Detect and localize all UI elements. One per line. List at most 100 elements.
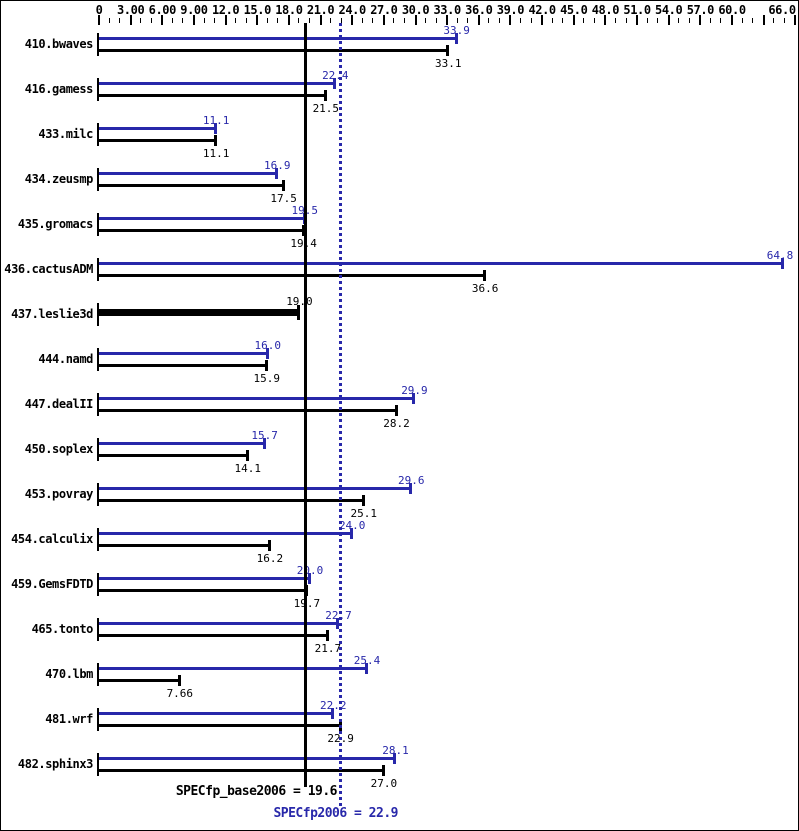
benchmark-label: 459.GemsFDTD xyxy=(11,577,93,591)
axis-tick-major xyxy=(604,15,607,25)
peak-bar-endcap xyxy=(409,483,413,494)
axis-tick-minor xyxy=(488,18,490,23)
base-value-label: 25.1 xyxy=(350,507,378,520)
peak-bar-endcap xyxy=(302,213,306,224)
base-bar xyxy=(99,49,449,52)
peak-value-label: 28.1 xyxy=(382,744,409,757)
axis-tick-minor xyxy=(214,18,216,23)
base-value-label: 36.6 xyxy=(471,282,499,295)
axis-tick-major xyxy=(731,15,733,25)
base-value-label: 15.9 xyxy=(253,372,280,385)
base-bar-endcap xyxy=(483,270,487,281)
axis-tick-major xyxy=(477,15,480,25)
base-bar xyxy=(99,184,284,187)
axis-tick-minor xyxy=(140,18,142,23)
peak-bar xyxy=(99,487,412,490)
base-bar xyxy=(99,769,384,772)
peak-bar xyxy=(99,127,217,130)
axis-tick-minor xyxy=(150,18,152,23)
axis-tick-major xyxy=(98,15,100,25)
axis-tick-major xyxy=(794,15,797,25)
row-baseline xyxy=(97,528,99,551)
axis-tick-label: 33.0 xyxy=(433,3,461,17)
benchmark-label: 482.sphinx3 xyxy=(17,757,93,771)
axis-tick-minor xyxy=(593,18,595,23)
benchmark-label: 465.tonto xyxy=(31,622,94,636)
base-value-label: 21.7 xyxy=(314,642,342,655)
peak-bar-endcap xyxy=(364,663,368,674)
base-bar xyxy=(99,544,270,547)
base-mean-line xyxy=(304,23,308,787)
peak-bar-endcap xyxy=(780,258,784,269)
axis-tick-minor xyxy=(330,18,332,23)
axis-tick-minor xyxy=(309,18,310,23)
base-bar-endcap xyxy=(264,360,268,371)
axis-tick-minor xyxy=(340,18,342,23)
benchmark-label: 444.namd xyxy=(38,352,93,366)
axis-tick-minor xyxy=(520,18,521,23)
benchmark-label: 481.wrf xyxy=(45,712,93,726)
base-value-label: 33.1 xyxy=(434,57,462,70)
axis-tick-minor xyxy=(245,18,247,23)
benchmark-label: 437.leslie3d xyxy=(11,307,93,321)
axis-tick-minor xyxy=(361,18,363,23)
axis-tick-label: 9.00 xyxy=(180,3,208,17)
benchmark-label: 433.milc xyxy=(38,127,93,141)
base-value-label: 16.2 xyxy=(256,552,284,565)
peak-bar xyxy=(99,532,353,535)
row-baseline xyxy=(97,573,99,596)
axis-tick-label: 39.0 xyxy=(496,3,525,17)
row-baseline xyxy=(97,78,99,101)
axis-tick-major xyxy=(351,15,354,25)
peak-value-label: 64.8 xyxy=(766,249,794,262)
peak-value-label: 22.2 xyxy=(319,699,347,712)
axis-tick-label: 21.0 xyxy=(306,3,335,17)
peak-bar xyxy=(99,172,278,175)
benchmark-label: 410.bwaves xyxy=(24,37,94,51)
axis-tick-minor xyxy=(182,18,184,23)
base-bar xyxy=(99,454,248,457)
peak-bar-endcap xyxy=(336,618,340,629)
axis-tick-minor xyxy=(720,18,722,23)
peak-value-label: 15.7 xyxy=(251,429,278,442)
peak-bar xyxy=(99,712,334,715)
axis-tick-minor xyxy=(435,18,437,23)
base-bar xyxy=(99,634,328,637)
axis-tick-label: 60.0 xyxy=(718,3,746,17)
row-baseline xyxy=(97,438,99,461)
axis-tick-label: 3.00 xyxy=(116,3,145,17)
base-bar xyxy=(99,364,267,367)
base-mean-label: SPECfp_base2006 = 19.6 xyxy=(175,784,338,799)
row-baseline xyxy=(97,618,99,641)
peak-value-label: 16.0 xyxy=(254,339,282,352)
peak-bar xyxy=(99,352,268,355)
base-bar xyxy=(99,229,304,232)
axis-tick-major xyxy=(509,15,512,25)
peak-value-label: 29.9 xyxy=(401,384,428,397)
row-baseline xyxy=(97,33,99,56)
base-value-label: 21.5 xyxy=(312,102,340,115)
peak-bar-endcap xyxy=(275,168,279,179)
axis-tick-minor xyxy=(752,18,754,23)
axis-tick-minor xyxy=(551,18,553,23)
axis-tick-label: 27.0 xyxy=(370,3,398,17)
axis-tick-label: 12.0 xyxy=(211,3,240,17)
peak-bar xyxy=(99,37,457,40)
benchmark-label: 470.lbm xyxy=(45,667,93,681)
axis-tick-major xyxy=(161,15,164,25)
axis-tick-minor xyxy=(298,18,300,23)
benchmark-label: 436.cactusADM xyxy=(4,262,93,276)
base-bar-endcap xyxy=(177,675,181,686)
peak-value-label: 20.0 xyxy=(296,564,324,577)
axis-tick-minor xyxy=(277,18,279,23)
peak-bar-endcap xyxy=(412,393,416,404)
base-bar-endcap xyxy=(301,225,305,236)
peak-bar-endcap xyxy=(308,573,311,584)
peak-bar xyxy=(99,622,339,625)
base-bar xyxy=(99,139,217,142)
row-baseline xyxy=(97,753,99,776)
base-bar-endcap xyxy=(281,180,285,191)
axis-tick-minor xyxy=(625,18,627,23)
axis-tick-minor xyxy=(657,18,659,23)
peak-value-label: 25.4 xyxy=(353,654,381,667)
